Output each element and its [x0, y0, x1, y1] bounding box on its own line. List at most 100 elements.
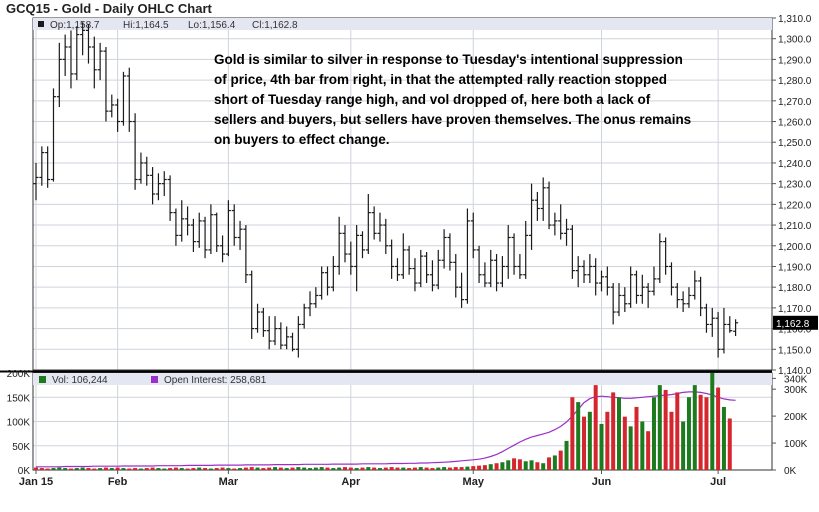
volume-bar: [646, 431, 651, 470]
volume-bar: [412, 467, 417, 470]
ohlc-bar: [616, 283, 622, 317]
price-tick-label: 1,140.0: [778, 366, 812, 377]
volume-bar: [337, 467, 342, 470]
ohlc-bar: [389, 239, 395, 279]
legend-high: Hi:1,164.5: [123, 20, 169, 31]
volume-bar: [63, 468, 68, 470]
volume-tick-label: 200K: [7, 369, 31, 380]
ohlc-bar: [150, 167, 156, 205]
ohlc-bar: [336, 216, 342, 275]
volume-bar: [599, 423, 604, 470]
ohlc-bar: [202, 216, 208, 259]
volume-bar: [249, 467, 254, 470]
volume-tick-label: 100K: [7, 418, 31, 429]
ohlc-bar: [558, 204, 564, 240]
ohlc-bar: [301, 303, 307, 329]
ohlc-bar: [179, 200, 185, 242]
annotation-text: Gold is similar to silver in response to…: [214, 50, 734, 150]
volume-bar: [529, 460, 534, 470]
price-y-axis: 1,310.0 1,300.0 1,290.0 1,280.0 1,270.0 1,260…: [772, 14, 812, 377]
ohlc-bar: [354, 225, 360, 292]
oi-tick-label: 100K: [784, 439, 808, 450]
volume-bar: [430, 468, 435, 470]
ohlc-bar: [266, 316, 272, 350]
ohlc-bar: [103, 46, 109, 122]
ohlc-bar: [348, 241, 354, 275]
volume-bar: [39, 468, 44, 470]
ohlc-bar: [371, 206, 377, 240]
volume-bar: [617, 397, 621, 470]
ohlc-bar: [383, 218, 389, 255]
oi-legend-swatch: [151, 376, 158, 383]
ohlc-bar: [359, 231, 365, 259]
price-tick-label: 1,290.0: [778, 55, 812, 66]
volume-bar: [471, 466, 476, 470]
ohlc-bar: [225, 200, 231, 257]
volume-bar: [191, 468, 196, 470]
oi-tick-label: 0K: [784, 466, 797, 477]
volume-bar: [255, 467, 260, 470]
volume-bar: [238, 468, 243, 470]
volume-bar: [558, 450, 563, 470]
volume-bar: [214, 468, 219, 470]
volume-bar: [611, 392, 616, 470]
ohlc-bar: [167, 175, 173, 221]
ohlc-bar: [599, 270, 605, 292]
volume-bar: [564, 440, 569, 470]
volume-tick-label: 50K: [12, 442, 30, 453]
volume-bar: [377, 468, 382, 470]
price-tick-label: 1,220.0: [778, 200, 812, 211]
price-tick-label: 1,150.0: [778, 345, 812, 356]
ohlc-bar: [459, 272, 465, 308]
ohlc-bar: [418, 249, 424, 288]
volume-bar: [86, 468, 91, 470]
volume-bar: [407, 468, 412, 470]
volume-bar: [442, 467, 447, 470]
volume-bar: [57, 467, 62, 470]
price-tick-label: 1,160.0: [778, 325, 812, 336]
ohlc-bar: [196, 212, 202, 248]
ohlc-bar: [733, 319, 739, 337]
volume-bar: [267, 467, 272, 470]
ohlc-bar: [424, 251, 430, 284]
volume-bar: [570, 397, 575, 470]
x-tick-label: May: [463, 476, 485, 488]
oi-tick-label: 340K: [784, 374, 808, 385]
volume-tick-label: 0K: [18, 466, 31, 477]
legend-low: Lo:1,156.4: [188, 20, 236, 31]
oi-tick-label: 200K: [784, 412, 808, 423]
ohlc-bar: [278, 322, 284, 350]
volume-bar: [144, 468, 149, 470]
chart-title: GCQ15 - Gold - Daily OHLC Chart: [6, 1, 212, 16]
ohlc-bar: [441, 229, 447, 269]
ohlc-bar: [220, 235, 226, 263]
price-legend-swatch: [38, 21, 44, 27]
x-tick-label: Jan 15: [19, 476, 53, 488]
ohlc-bar: [255, 303, 261, 333]
volume-bar: [727, 418, 732, 470]
volume-legend-band: Vol: 106,244 Open Interest: 258,681: [33, 373, 772, 386]
volume-bar: [354, 468, 359, 470]
volume-bar: [342, 467, 347, 470]
volume-bar: [418, 467, 423, 470]
ohlc-bar: [62, 34, 68, 76]
ohlc-bar: [109, 94, 115, 118]
oi-tick-label: 300K: [784, 385, 808, 396]
volume-bar: [512, 458, 517, 470]
volume-bar: [477, 465, 482, 470]
ohlc-bar: [727, 316, 733, 333]
volume-bar: [704, 397, 709, 470]
volume-legend-background: [33, 373, 772, 385]
volume-bar: [541, 463, 546, 470]
ohlc-bar: [628, 266, 634, 308]
ohlc-bar: [307, 291, 313, 317]
legend-open: Op:1,158.7: [50, 20, 100, 31]
volume-bar: [109, 468, 114, 470]
ohlc-bar: [406, 245, 412, 275]
price-tick-label: 1,170.0: [778, 304, 812, 315]
ohlc-bar: [587, 254, 593, 284]
volume-bar: [150, 467, 155, 470]
ohlc-bar: [319, 266, 325, 300]
volume-bar: [127, 468, 132, 470]
